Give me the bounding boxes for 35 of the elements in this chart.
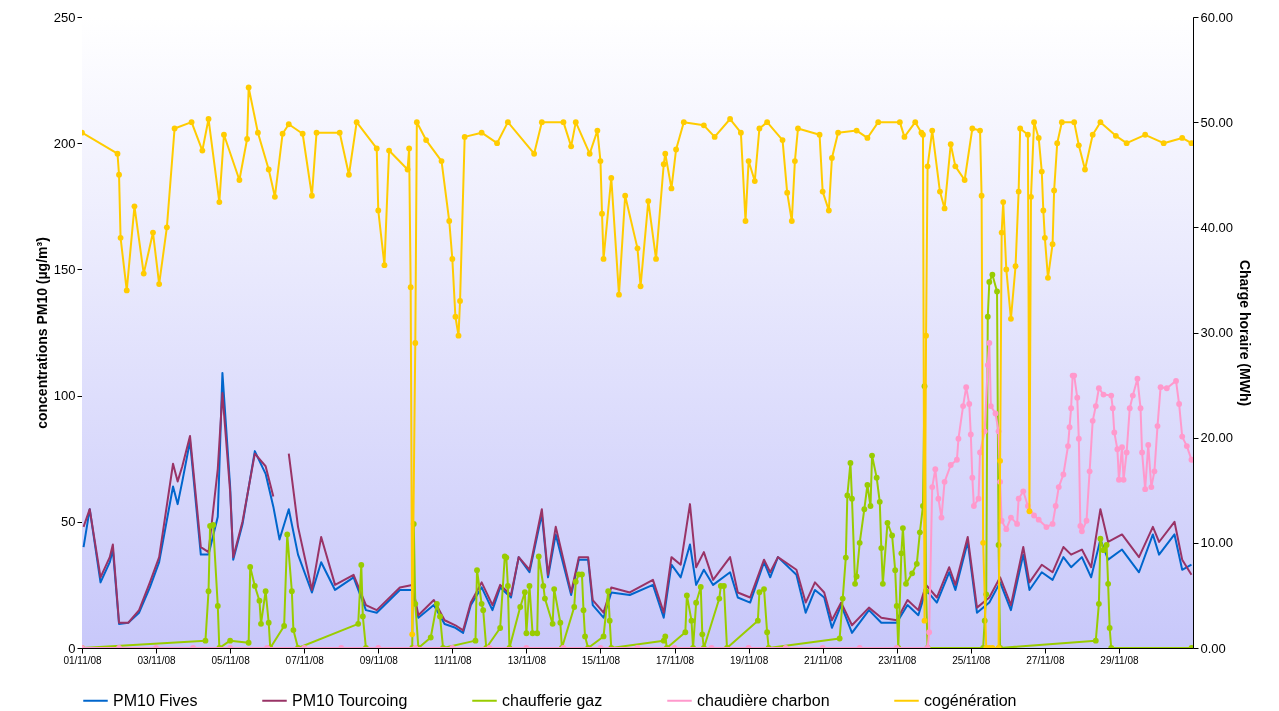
- y2-tick-label: 30.00: [1200, 325, 1234, 340]
- x-tick-label: 23/11/08: [878, 654, 917, 666]
- y2-tick-label: 0.00: [1200, 640, 1226, 656]
- y2-tick-label: 20.00: [1200, 430, 1234, 446]
- y-tick-label: 200: [53, 135, 76, 151]
- y-tick-label: 0: [68, 640, 76, 656]
- legend-label: PM10 Tourcoing: [292, 691, 408, 709]
- x-tick-label: 21/11/08: [804, 654, 843, 666]
- y-tick-label: 150: [53, 261, 76, 277]
- x-tick-label: 29/11/08: [1100, 654, 1139, 666]
- x-tick-label: 05/11/08: [211, 654, 251, 666]
- y-tick-label: 250: [53, 9, 76, 25]
- x-tick-label: 27/11/08: [1026, 654, 1065, 666]
- x-tick-label: 17/11/08: [655, 654, 695, 666]
- x-tick-label: 19/11/08: [730, 654, 769, 666]
- legend-label: chaudière charbon: [697, 691, 830, 709]
- y-tick-label: 50: [61, 514, 76, 530]
- y2-tick-label: 40.00: [1200, 219, 1234, 235]
- legend-label: chaufferie gaz: [502, 691, 603, 709]
- legend-label: PM10 Fives: [113, 691, 198, 709]
- y2-tick-label: 60.00: [1200, 9, 1234, 25]
- y-axis-title: concentrations PM10 (µg/m³): [33, 237, 50, 429]
- legend-label: cogénération: [924, 691, 1017, 709]
- x-tick-label: 01/11/08: [63, 654, 103, 666]
- y2-axis-title: Charge horaire (MWh): [1237, 259, 1254, 407]
- x-tick-label: 25/11/08: [952, 654, 991, 666]
- x-tick-label: 03/11/08: [137, 654, 177, 666]
- y2-tick-label: 50.00: [1200, 114, 1234, 130]
- x-tick-label: 15/11/08: [581, 654, 621, 666]
- y2-tick-label: 10.00: [1200, 535, 1234, 551]
- x-tick-label: 09/11/08: [359, 654, 399, 666]
- y-tick-label: 100: [53, 388, 76, 404]
- x-tick-label: 11/11/08: [434, 654, 472, 666]
- x-tick-label: 13/11/08: [507, 654, 547, 666]
- x-tick-label: 07/11/08: [285, 654, 325, 666]
